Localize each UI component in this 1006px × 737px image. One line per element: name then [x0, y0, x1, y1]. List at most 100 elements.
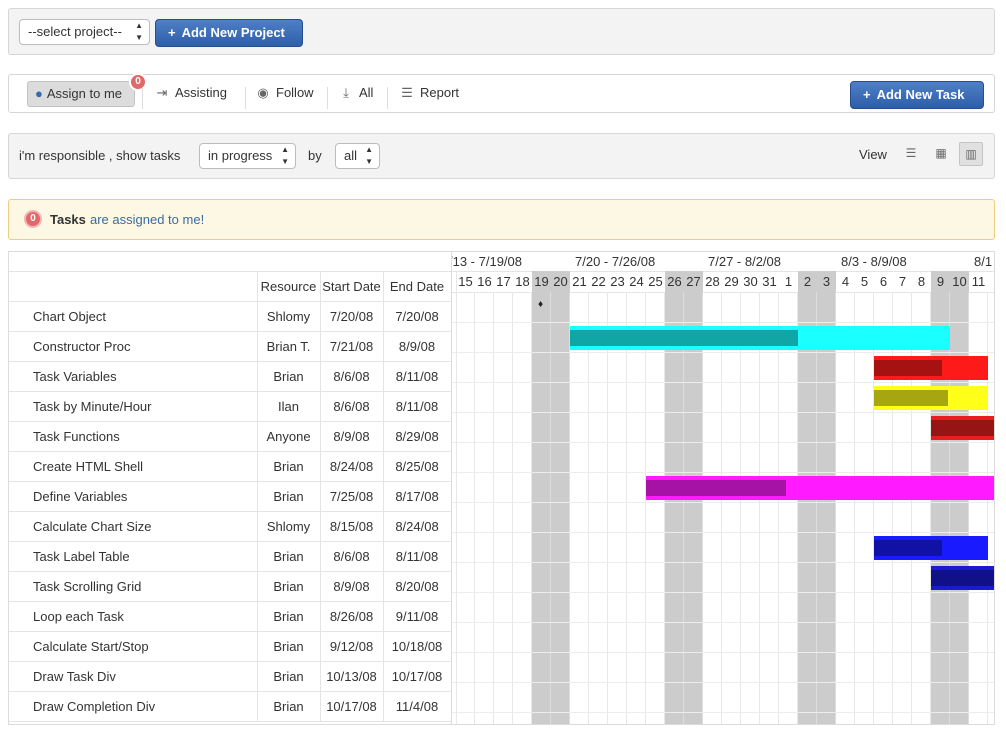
list-view-button[interactable]: ☰ [899, 142, 923, 166]
task-row[interactable]: Create HTML Shell Brian 8/24/08 8/25/08 [9, 451, 451, 482]
select-arrows-icon: ▲ ▼ [135, 21, 143, 42]
weekend-column [665, 292, 684, 724]
task-row[interactable]: Draw Task Div Brian 10/13/08 10/17/08 [9, 661, 451, 692]
task-end-date: 9/11/08 [383, 601, 451, 632]
view-label: View [859, 147, 887, 162]
day-label: 23 [610, 274, 625, 289]
header-resource: Resource [257, 272, 321, 302]
gantt-view-button[interactable]: ▥ [959, 142, 983, 166]
eye-icon: ◉ [257, 85, 269, 100]
assign-to-me-button[interactable]: ● Assign to me [27, 81, 135, 107]
task-bar[interactable] [646, 476, 994, 500]
tasks-alert: 0 Tasks are assigned to me! [8, 199, 995, 240]
project-select-value: --select project-- [28, 24, 122, 39]
task-bar[interactable] [874, 356, 988, 380]
by-label: by [308, 148, 322, 163]
task-resource: Anyone [257, 421, 321, 452]
all-label: All [359, 85, 374, 100]
task-row[interactable]: Define Variables Brian 7/25/08 8/17/08 [9, 481, 451, 512]
task-bar[interactable] [931, 566, 994, 590]
assign-count-badge: 0 [129, 73, 147, 91]
task-row[interactable]: Calculate Start/Stop Brian 9/12/08 10/18/08 [9, 631, 451, 662]
timeline-row-line [452, 442, 994, 443]
task-resource: Brian [257, 631, 321, 662]
project-select[interactable]: --select project-- ▲ ▼ [19, 19, 150, 45]
task-name: Draw Task Div [9, 661, 258, 692]
day-column [855, 292, 874, 724]
task-table-header-spacer [9, 252, 451, 272]
day-column [741, 292, 760, 724]
day-column-edge [452, 271, 457, 724]
by-select[interactable]: all ▲ ▼ [335, 143, 380, 169]
task-resource: Brian T. [257, 331, 321, 362]
task-bar[interactable] [874, 536, 988, 560]
filter-bar: i'm responsible , show tasks in progress… [8, 133, 995, 179]
task-end-date: 7/20/08 [383, 301, 451, 332]
day-label: 16 [477, 274, 492, 289]
task-bar[interactable] [931, 416, 994, 440]
gantt-chart: Resource Start Date End Date Chart Objec… [8, 251, 995, 725]
toolbar-divider [327, 87, 328, 109]
add-new-task-button[interactable]: + Add New Task [850, 81, 984, 109]
day-label: 22 [591, 274, 606, 289]
day-column [760, 292, 779, 724]
milestone-marker[interactable]: ♦ [537, 299, 544, 310]
task-row[interactable]: Task by Minute/Hour Ilan 8/6/08 8/11/08 [9, 391, 451, 422]
follow-button[interactable]: ◉ Follow [255, 80, 314, 106]
task-start-date: 8/9/08 [320, 421, 384, 452]
day-label: 20 [551, 271, 570, 292]
grid-view-button[interactable]: ▦ [929, 142, 953, 166]
day-column [874, 292, 893, 724]
task-row[interactable]: Task Label Table Brian 8/6/08 8/11/08 [9, 541, 451, 572]
report-button[interactable]: ☰ Report [399, 80, 459, 106]
task-start-date: 8/9/08 [320, 571, 384, 602]
task-resource: Shlomy [257, 301, 321, 332]
task-name: Task Label Table [9, 541, 258, 572]
day-column [912, 292, 931, 724]
assisting-button[interactable]: ⇥ Assisting [154, 80, 227, 106]
grid-icon: ▦ [935, 146, 947, 160]
task-row[interactable]: Chart Object Shlomy 7/20/08 7/20/08 [9, 301, 451, 332]
week-label: 8/1 [974, 254, 993, 269]
task-row[interactable]: Task Scrolling Grid Brian 8/9/08 8/20/08 [9, 571, 451, 602]
task-bar[interactable] [570, 326, 950, 350]
timeline-row-line [452, 682, 994, 683]
day-column [836, 292, 855, 724]
task-name: Calculate Start/Stop [9, 631, 258, 662]
day-column [494, 292, 513, 724]
task-table-grid: Resource Start Date End Date Chart Objec… [9, 272, 451, 722]
task-row[interactable]: Calculate Chart Size Shlomy 8/15/08 8/24/08 [9, 511, 451, 542]
day-label: 8 [917, 274, 926, 289]
status-select[interactable]: in progress ▲ ▼ [199, 143, 296, 169]
task-row[interactable]: Task Variables Brian 8/6/08 8/11/08 [9, 361, 451, 392]
add-new-project-button[interactable]: + Add New Project [155, 19, 303, 47]
timeline-header-line [452, 271, 994, 272]
task-resource: Brian [257, 541, 321, 572]
timeline-row-line [452, 472, 994, 473]
task-name: Define Variables [9, 481, 258, 512]
task-start-date: 8/6/08 [320, 361, 384, 392]
task-row[interactable]: Loop each Task Brian 8/26/08 9/11/08 [9, 601, 451, 632]
day-column [608, 292, 627, 724]
task-resource: Brian [257, 361, 321, 392]
task-row[interactable]: Task Functions Anyone 8/9/08 8/29/08 [9, 421, 451, 452]
task-start-date: 7/21/08 [320, 331, 384, 362]
task-row[interactable]: Constructor Proc Brian T. 7/21/08 8/9/08 [9, 331, 451, 362]
task-progress [931, 420, 994, 436]
day-label: 4 [841, 274, 850, 289]
weekend-column [798, 292, 817, 724]
timeline-row-line [452, 352, 994, 353]
all-button[interactable]: ⤓ All [338, 80, 373, 106]
task-name: Task Variables [9, 361, 258, 392]
task-name: Calculate Chart Size [9, 511, 258, 542]
task-toolbar: ● Assign to me 0 ⇥ Assisting ◉ Follow ⤓ All … [8, 73, 995, 113]
follow-label: Follow [276, 85, 314, 100]
day-column [722, 292, 741, 724]
task-row[interactable]: Draw Completion Div Brian 10/17/08 11/4/08 [9, 691, 451, 722]
user-icon: ● [35, 86, 43, 101]
task-end-date: 10/18/08 [383, 631, 451, 662]
task-start-date: 9/12/08 [320, 631, 384, 662]
task-resource: Brian [257, 571, 321, 602]
task-resource: Shlomy [257, 511, 321, 542]
task-bar[interactable] [874, 386, 988, 410]
